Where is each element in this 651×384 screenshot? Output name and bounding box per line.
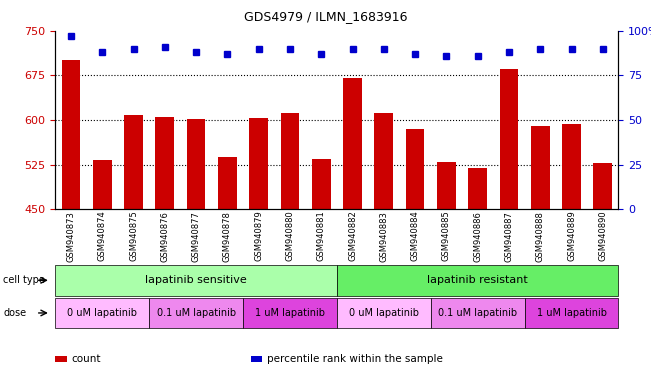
Bar: [562, 124, 581, 384]
Bar: [468, 167, 487, 384]
Bar: [499, 70, 518, 384]
Text: lapatinib resistant: lapatinib resistant: [427, 275, 528, 285]
Bar: [156, 117, 174, 384]
Bar: [437, 162, 456, 384]
Bar: [249, 118, 268, 384]
Bar: [124, 115, 143, 384]
Bar: [62, 60, 80, 384]
Text: 1 uM lapatinib: 1 uM lapatinib: [536, 308, 607, 318]
Text: count: count: [72, 354, 101, 364]
Text: lapatinib sensitive: lapatinib sensitive: [145, 275, 247, 285]
Bar: [281, 113, 299, 384]
Bar: [187, 119, 206, 384]
Text: 0.1 uM lapatinib: 0.1 uM lapatinib: [156, 308, 236, 318]
Bar: [594, 164, 612, 384]
Bar: [406, 129, 424, 384]
Bar: [343, 78, 362, 384]
Bar: [531, 126, 549, 384]
Bar: [93, 160, 111, 384]
Text: 0 uM lapatinib: 0 uM lapatinib: [67, 308, 137, 318]
Bar: [312, 159, 331, 384]
Bar: [218, 157, 237, 384]
Text: 0.1 uM lapatinib: 0.1 uM lapatinib: [438, 308, 518, 318]
Text: dose: dose: [3, 308, 27, 318]
Text: GDS4979 / ILMN_1683916: GDS4979 / ILMN_1683916: [243, 10, 408, 23]
Text: 0 uM lapatinib: 0 uM lapatinib: [349, 308, 419, 318]
Bar: [374, 113, 393, 384]
Text: 1 uM lapatinib: 1 uM lapatinib: [255, 308, 325, 318]
Text: cell type: cell type: [3, 275, 45, 285]
Text: percentile rank within the sample: percentile rank within the sample: [267, 354, 443, 364]
